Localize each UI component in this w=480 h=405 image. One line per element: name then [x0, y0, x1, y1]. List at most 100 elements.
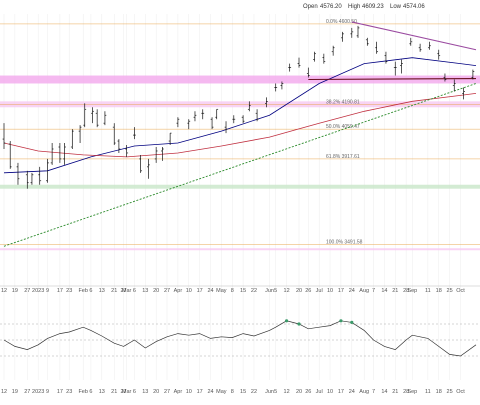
- x-tick-label-bottom: Sep: [407, 389, 417, 395]
- price-bar: [83, 103, 87, 128]
- price-bar: [322, 53, 326, 64]
- x-tick-label: Apr: [174, 288, 183, 294]
- price-bar: [201, 109, 205, 120]
- x-tick-label: 28: [403, 288, 409, 294]
- price-bar: [78, 125, 82, 144]
- price-bar: [50, 143, 54, 165]
- price-bar: [95, 109, 99, 128]
- x-tick-label: Sep: [407, 288, 417, 294]
- price-bar: [210, 117, 214, 130]
- price-bar: [306, 67, 310, 78]
- price-bar: [462, 87, 465, 100]
- price-bar: [63, 143, 66, 165]
- x-tick-label-bottom: 15: [240, 389, 246, 395]
- x-tick-label-bottom: Jun: [265, 389, 274, 395]
- x-tick-label: 6: [133, 288, 136, 294]
- moving-averages: [3, 57, 477, 174]
- x-tick-label-bottom: 22: [251, 389, 257, 395]
- fib-label: 0.0% 4600.50: [326, 19, 357, 25]
- x-tick-label-bottom: 17: [338, 389, 344, 395]
- x-tick-label-bottom: 19: [12, 389, 18, 395]
- x-tick-label-bottom: Feb: [78, 389, 87, 395]
- trendline: [308, 77, 477, 81]
- x-tick-label-bottom: 25: [447, 389, 453, 395]
- oscillator-overbought-marker: [339, 319, 343, 323]
- price-bar: [400, 59, 403, 74]
- price-bar: [8, 141, 12, 169]
- x-tick-label-bottom: 17: [197, 389, 203, 395]
- x-tick-label-bottom: 11: [425, 389, 431, 395]
- price-bar: [2, 123, 6, 149]
- price-bar: [46, 158, 49, 183]
- oscillator-overbought-marker: [350, 320, 354, 324]
- fib-label: 61.8% 3917.61: [326, 154, 360, 160]
- x-tick-label: 17: [338, 288, 344, 294]
- x-tick-label-bottom: 23: [66, 389, 72, 395]
- x-tick-label: 22: [251, 288, 257, 294]
- x-tick-label: Mar: [122, 288, 132, 294]
- price-bar: [274, 83, 278, 92]
- x-tick-label: Jul: [316, 288, 323, 294]
- ohlc-header: Open 4576.20 High 4609.23 Low 4574.06: [303, 4, 425, 10]
- price-bar: [452, 79, 456, 92]
- price-zone: [0, 184, 480, 189]
- price-bar: [375, 41, 379, 54]
- trendlines: [3, 21, 477, 247]
- price-bar: [160, 147, 164, 161]
- x-tick-label-bottom: Apr: [174, 389, 183, 395]
- x-tick-label-bottom: 8: [231, 389, 234, 395]
- x-tick-label-bottom: Oct: [456, 389, 465, 395]
- fib-label: 38.2% 4190.81: [326, 99, 360, 105]
- open-value: 4576.20: [320, 4, 342, 10]
- x-tick-label: 18: [436, 288, 442, 294]
- price-bar: [418, 43, 422, 52]
- price-bar: [313, 51, 316, 62]
- x-tick-label: 24: [349, 288, 355, 294]
- price-bar: [125, 145, 129, 157]
- x-tick-label: 12: [1, 288, 7, 294]
- low-value: 4574.06: [403, 4, 425, 10]
- price-bar: [341, 31, 344, 42]
- x-tick-label: 2023: [32, 288, 44, 294]
- x-tick-label: 20: [296, 288, 302, 294]
- x-tick-label: 10: [186, 288, 192, 294]
- price-bar: [331, 45, 335, 56]
- price-bar: [193, 111, 197, 122]
- price-bar: [297, 57, 301, 68]
- x-tick-label-bottom: 24: [349, 389, 355, 395]
- price-bar: [356, 25, 360, 38]
- x-tick-label: Aug: [359, 288, 369, 294]
- price-bar: [280, 81, 284, 90]
- x-tick-label-bottom: 17: [57, 389, 63, 395]
- price-bar: [38, 166, 42, 185]
- x-tick-label-bottom: 12: [284, 389, 290, 395]
- fib-label: 100.0% 3491.58: [326, 239, 363, 245]
- x-tick-label-bottom: 20: [153, 389, 159, 395]
- x-tick-label-bottom: 21: [392, 389, 398, 395]
- price-bar: [117, 139, 121, 153]
- price-bar: [16, 162, 20, 185]
- x-tick-label-bottom: 27: [24, 389, 30, 395]
- low-label: Low: [390, 4, 402, 10]
- x-tick-label: 6: [89, 288, 92, 294]
- x-tick-label: 8: [231, 288, 234, 294]
- x-tick-label: 13: [99, 288, 105, 294]
- open-label: Open: [303, 4, 318, 10]
- x-tick-label: Oct: [456, 288, 465, 294]
- x-tick-label-bottom: 5: [274, 389, 277, 395]
- price-bar: [350, 27, 354, 38]
- price-zone: [0, 248, 480, 251]
- price-bar: [58, 143, 62, 163]
- x-tick-label: 11: [425, 288, 431, 294]
- x-tick-label-bottom: 7: [372, 389, 375, 395]
- price-bar: [241, 115, 245, 124]
- x-tick-label-bottom: 12: [1, 389, 7, 395]
- x-tick-label-bottom: 13: [99, 389, 105, 395]
- x-tick-label-bottom: 27: [164, 389, 170, 395]
- price-bar: [224, 121, 228, 134]
- x-tick-label: Feb: [78, 288, 87, 294]
- price-bar: [139, 154, 143, 173]
- price-bars: [2, 25, 475, 189]
